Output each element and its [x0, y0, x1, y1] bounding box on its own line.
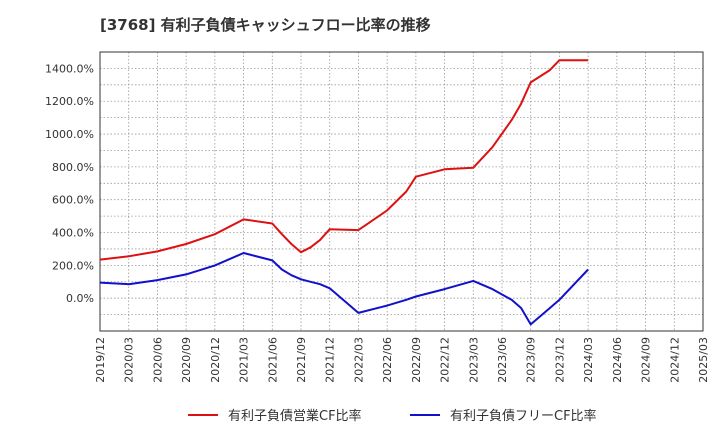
x-tick-label: 2020/12 — [209, 337, 222, 383]
x-tick-label: 2023/06 — [496, 337, 509, 383]
y-tick-label: 400.0% — [52, 227, 94, 240]
x-tick-label: 2024/12 — [668, 337, 681, 383]
x-tick-label: 2019/12 — [94, 337, 107, 383]
x-tick-label: 2021/03 — [238, 337, 251, 383]
series-line-0 — [99, 59, 589, 261]
y-tick-label: 1000.0% — [45, 128, 94, 141]
x-tick-label: 2024/06 — [611, 337, 624, 383]
x-tick-label: 2023/09 — [525, 337, 538, 383]
x-tick-label: 2024/09 — [640, 337, 653, 383]
series-layer — [99, 59, 589, 326]
y-tick-label: 800.0% — [52, 161, 94, 174]
y-tick-label: 1200.0% — [45, 95, 94, 108]
y-tick-label: 600.0% — [52, 194, 94, 207]
x-tick-label: 2025/03 — [697, 337, 710, 383]
x-tick-label: 2023/12 — [553, 337, 566, 383]
x-tick-label: 2021/12 — [324, 337, 337, 383]
grid-layer — [99, 51, 704, 332]
chart-title: [3768] 有利子負債キャッシュフロー比率の推移 — [100, 16, 431, 34]
y-tick-label: 200.0% — [52, 259, 94, 272]
legend-label-free-cf: 有利子負債フリーCF比率 — [450, 408, 597, 424]
y-axis-ticks: 0.0% 200.0% 400.0% 600.0% 800.0% 1000.0% 1200.… — [45, 62, 94, 305]
plot-frame — [99, 51, 704, 332]
x-tick-label: 2020/03 — [123, 337, 136, 383]
x-tick-label: 2020/09 — [180, 337, 193, 383]
y-tick-label: 0.0% — [66, 292, 94, 305]
x-tick-label: 2022/03 — [352, 337, 365, 383]
series-line-1 — [99, 252, 589, 326]
x-tick-label: 2024/03 — [582, 337, 595, 383]
x-tick-label: 2022/12 — [439, 337, 452, 383]
x-tick-label: 2023/03 — [467, 337, 480, 383]
x-tick-label: 2020/06 — [151, 337, 164, 383]
x-axis-ticks: 2019/12 2020/03 2020/06 2020/09 2020/12 2021/… — [94, 337, 710, 383]
x-tick-label: 2022/06 — [381, 337, 394, 383]
x-tick-label: 2021/06 — [266, 337, 279, 383]
x-tick-label: 2021/09 — [295, 337, 308, 383]
legend-label-operating-cf: 有利子負債営業CF比率 — [228, 408, 362, 424]
x-tick-label: 2022/09 — [410, 337, 423, 383]
legend: 有利子負債営業CF比率 有利子負債フリーCF比率 — [188, 408, 597, 424]
y-tick-label: 1400.0% — [45, 62, 94, 75]
